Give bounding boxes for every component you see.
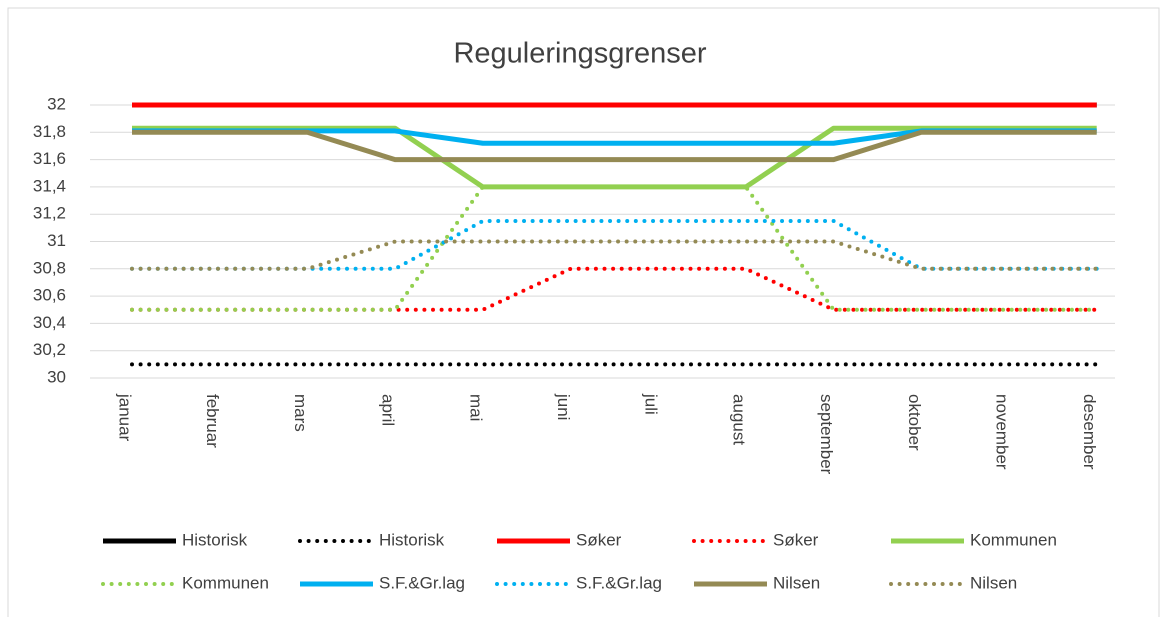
x-tick-label: januar xyxy=(116,393,135,442)
legend-label: Søker xyxy=(576,530,622,549)
legend-label: S.F.&Gr.lag xyxy=(379,573,465,592)
legend-label: Kommunen xyxy=(182,573,269,592)
chart-title: Reguleringsgrenser xyxy=(453,38,706,70)
legend-label: Nilsen xyxy=(773,573,820,592)
x-tick-label: august xyxy=(729,394,748,445)
y-tick-label: 31,2 xyxy=(33,204,66,223)
x-tick-label: september xyxy=(817,394,836,475)
y-tick-label: 32 xyxy=(47,94,66,113)
x-tick-label: juni xyxy=(554,393,573,420)
series-line xyxy=(130,184,1099,312)
legend-label: Søker xyxy=(773,530,819,549)
series-line xyxy=(132,125,1097,190)
y-tick-label: 31 xyxy=(47,231,66,250)
series-line xyxy=(132,129,1097,163)
legend-label: Nilsen xyxy=(970,573,1017,592)
series-line xyxy=(130,266,1099,312)
y-tick-label: 30,4 xyxy=(33,313,66,332)
x-tick-label: november xyxy=(993,394,1012,470)
y-tick-label: 30,6 xyxy=(33,286,66,305)
x-tick-label: mars xyxy=(291,394,310,432)
y-tick-label: 30 xyxy=(47,367,66,386)
legend-label: Kommunen xyxy=(970,530,1057,549)
legend-label: S.F.&Gr.lag xyxy=(576,573,662,592)
legend-label: Historisk xyxy=(379,530,445,549)
x-tick-label: april xyxy=(379,394,398,426)
chart-frame xyxy=(7,7,1160,617)
x-tick-label: oktober xyxy=(905,394,924,451)
y-tick-label: 30,2 xyxy=(33,340,66,359)
y-tick-label: 31,4 xyxy=(33,176,66,195)
y-tick-label: 31,8 xyxy=(33,122,66,141)
x-tick-label: mai xyxy=(466,394,485,421)
y-tick-label: 30,8 xyxy=(33,258,66,277)
y-tick-label: 31,6 xyxy=(33,149,66,168)
x-tick-label: desember xyxy=(1080,394,1099,470)
legend-label: Historisk xyxy=(182,530,248,549)
x-tick-label: juli xyxy=(642,393,661,415)
x-tick-label: februar xyxy=(203,394,222,448)
